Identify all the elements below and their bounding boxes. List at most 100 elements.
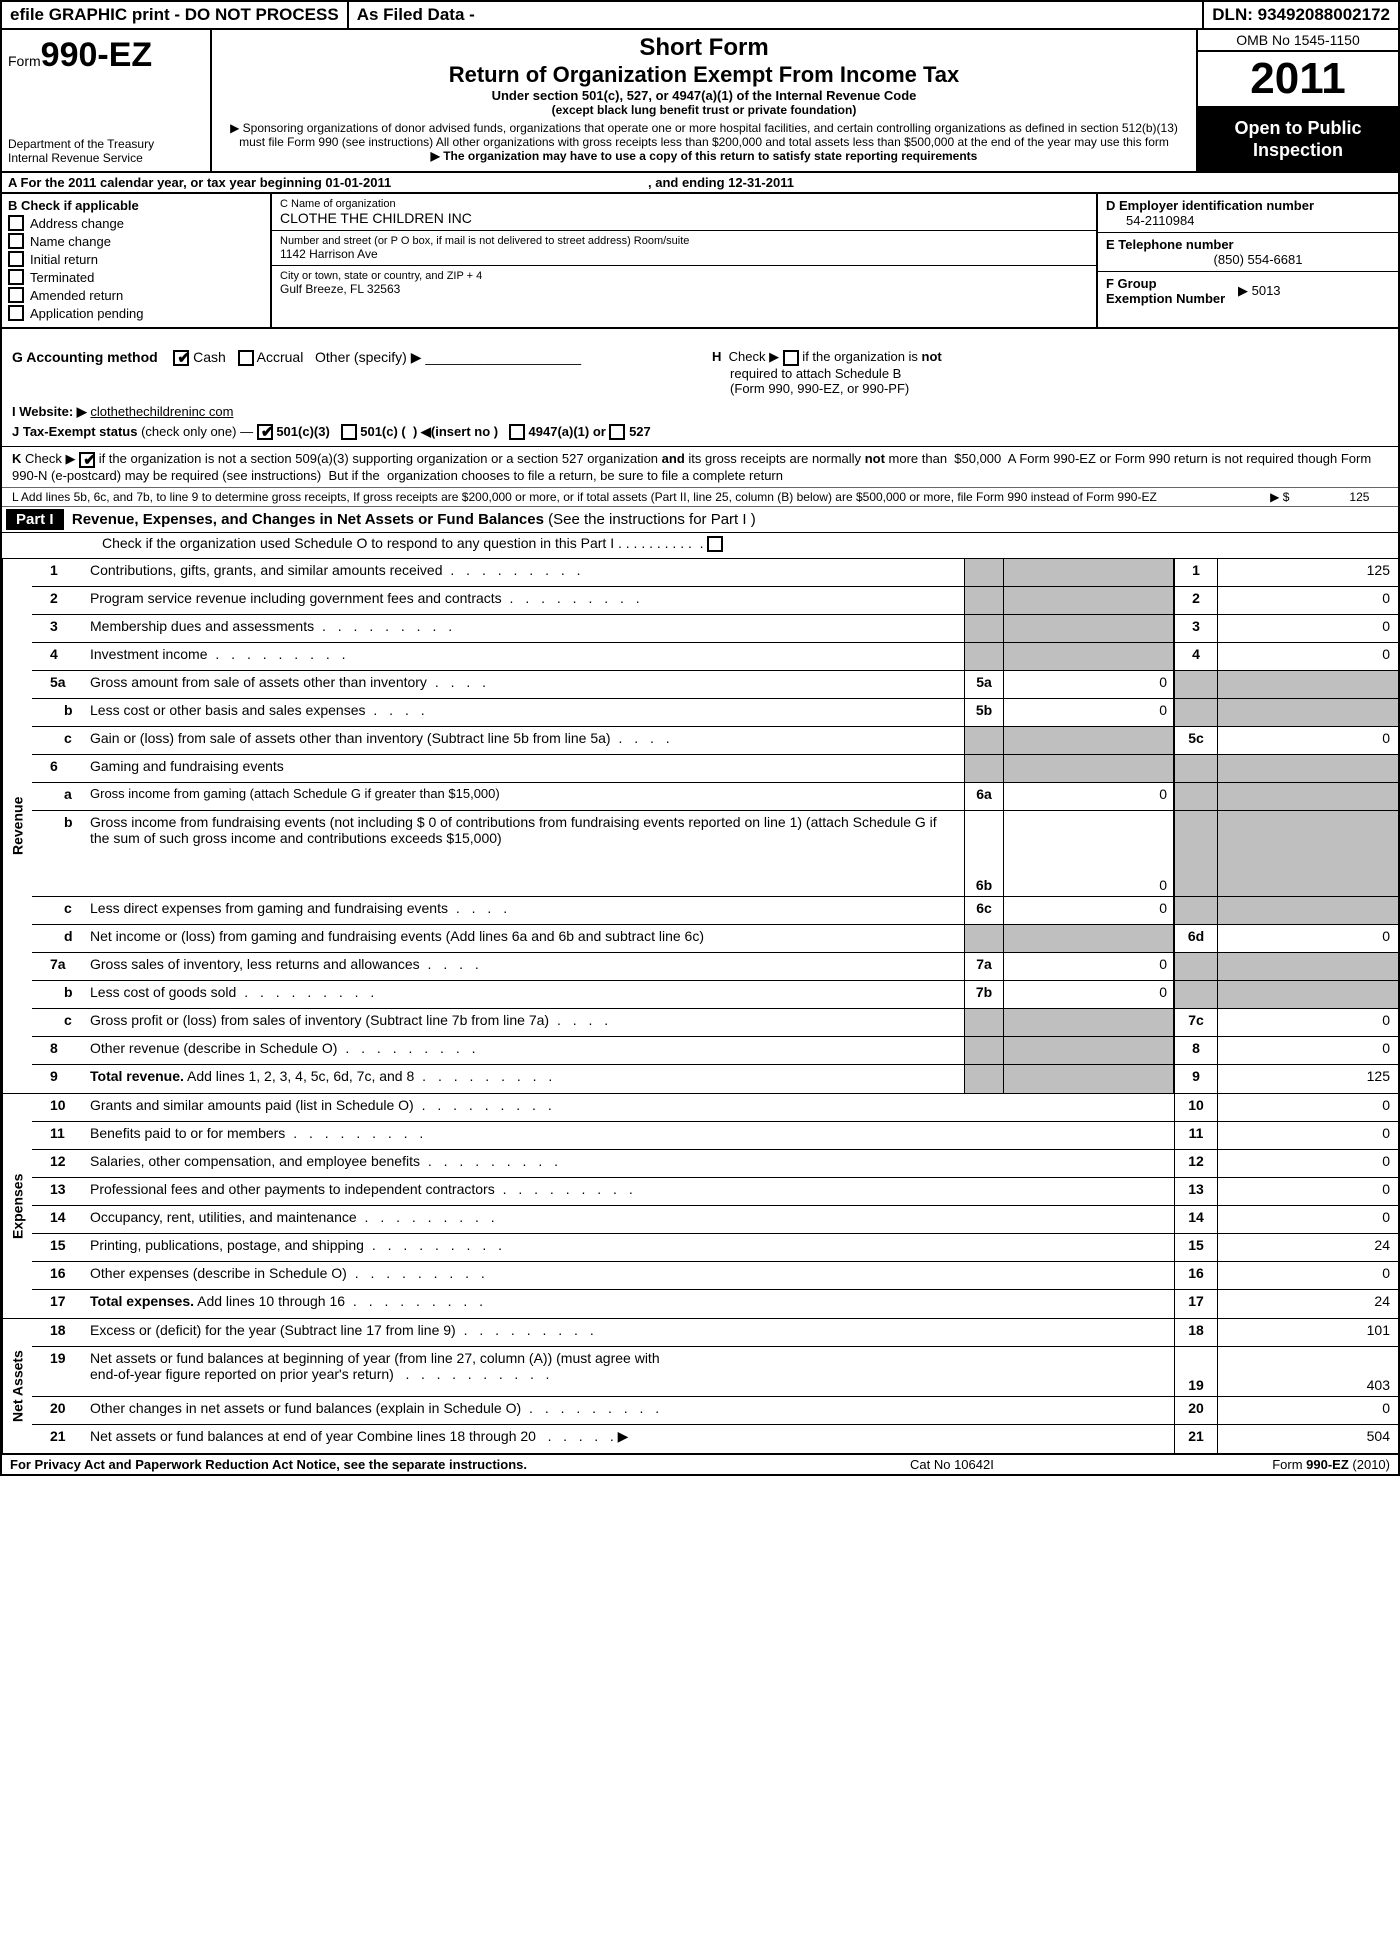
efile-notice: efile GRAPHIC print - DO NOT PROCESS — [2, 2, 349, 28]
checkbox-schedule-o[interactable] — [707, 536, 723, 552]
header-left: Form990-EZ Department of the Treasury In… — [2, 30, 212, 171]
line-6c-inval: 0 — [1004, 897, 1174, 924]
line-14-val: 0 — [1218, 1206, 1398, 1233]
line-12-outnum: 12 — [1174, 1150, 1218, 1177]
cash-label: Cash — [193, 349, 226, 365]
line-20-outnum: 20 — [1174, 1397, 1218, 1424]
cb-amended[interactable]: Amended return — [8, 287, 264, 303]
checkbox-k[interactable] — [79, 452, 95, 468]
row-a-tax-year: A For the 2011 calendar year, or tax yea… — [2, 173, 1398, 194]
department: Department of the Treasury Internal Reve… — [8, 137, 204, 165]
accrual-label: Accrual — [257, 349, 304, 365]
netassets-body: 18Excess or (deficit) for the year (Subt… — [32, 1319, 1398, 1453]
city-block: City or town, state or country, and ZIP … — [272, 266, 1096, 300]
line-15-desc: Printing, publications, postage, and shi… — [86, 1234, 1174, 1261]
line-9-desc: Total revenue. Add lines 1, 2, 3, 4, 5c,… — [86, 1065, 964, 1093]
cb-address-change[interactable]: Address change — [8, 215, 264, 231]
expenses-side-label: Expenses — [2, 1094, 32, 1318]
checkbox-icon — [8, 269, 24, 285]
line-3-num: 3 — [32, 615, 86, 642]
line-20-num: 20 — [32, 1397, 86, 1424]
city-label: City or town, state or country, and ZIP … — [280, 270, 1088, 282]
line-6b-innum: 6b — [964, 811, 1004, 896]
other-label: Other (specify) ▶ — [315, 349, 421, 365]
line-7c-num: c — [32, 1009, 86, 1036]
org-name: CLOTHE THE CHILDREN INC — [280, 210, 1088, 226]
street-block: Number and street (or P O box, if mail i… — [272, 231, 1096, 266]
row-i-website: I Website: ▶ clothethechildreninc com — [2, 402, 1398, 422]
checkbox-icon — [8, 305, 24, 321]
section-ghij: G Accounting method Cash Accrual Other (… — [2, 329, 1398, 402]
line-2-outnum: 2 — [1174, 587, 1218, 614]
line-15-num: 15 — [32, 1234, 86, 1261]
column-d-e-f: D Employer identification number 54-2110… — [1098, 194, 1398, 327]
l-text: L Add lines 5b, 6c, and 7b, to line 9 to… — [12, 490, 1157, 504]
line-4-val: 0 — [1218, 643, 1398, 670]
line-13-num: 13 — [32, 1178, 86, 1205]
tel-value: (850) 554-6681 — [1106, 252, 1390, 267]
dln-value: 93492088002172 — [1258, 5, 1390, 24]
line-6d-val: 0 — [1218, 925, 1398, 952]
part-i-header: Part I Revenue, Expenses, and Changes in… — [2, 507, 1398, 533]
line-5b-innum: 5b — [964, 699, 1004, 726]
line-6a-desc: Gross income from gaming (attach Schedul… — [86, 783, 964, 810]
expenses-table: Expenses 10Grants and similar amounts pa… — [2, 1094, 1398, 1319]
cb-name-change[interactable]: Name change — [8, 233, 264, 249]
checkbox-4947[interactable] — [509, 424, 525, 440]
dept-irs: Internal Revenue Service — [8, 151, 204, 165]
cat-no: Cat No 10642I — [910, 1457, 1170, 1472]
line-16-num: 16 — [32, 1262, 86, 1289]
line-6d-desc: Net income or (loss) from gaming and fun… — [86, 925, 964, 952]
line-17-desc: Total expenses. Add lines 10 through 16 — [86, 1290, 1174, 1318]
form-number: Form990-EZ — [8, 36, 204, 75]
under-section: Under section 501(c), 527, or 4947(a)(1)… — [222, 88, 1186, 103]
checkbox-h[interactable] — [783, 350, 799, 366]
line-11-outnum: 11 — [1174, 1122, 1218, 1149]
checkbox-501c[interactable] — [341, 424, 357, 440]
checkbox-icon — [8, 287, 24, 303]
line-11-val: 0 — [1218, 1122, 1398, 1149]
form-prefix: Form — [8, 53, 41, 69]
line-21-desc: Net assets or fund balances at end of ye… — [86, 1425, 1174, 1453]
row-h: H Check ▶ if the organization is not req… — [712, 349, 942, 396]
line-12-num: 12 — [32, 1150, 86, 1177]
line-16-outnum: 16 — [1174, 1262, 1218, 1289]
row-l: L Add lines 5b, 6c, and 7b, to line 9 to… — [2, 488, 1398, 507]
line-5b-num: b — [32, 699, 86, 726]
row-bcdef: B Check if applicable Address change Nam… — [2, 194, 1398, 329]
line-4-outnum: 4 — [1174, 643, 1218, 670]
cb-application-pending[interactable]: Application pending — [8, 305, 264, 321]
line-6b-num: b — [32, 811, 86, 896]
checkbox-501c3[interactable] — [257, 424, 273, 440]
line-16-val: 0 — [1218, 1262, 1398, 1289]
state-reporting-note: ▶ The organization may have to use a cop… — [222, 149, 1186, 163]
line-7c-desc: Gross profit or (loss) from sales of inv… — [86, 1009, 964, 1036]
line-19-outnum: 19 — [1174, 1347, 1218, 1396]
line-8-desc: Other revenue (describe in Schedule O) — [86, 1037, 964, 1064]
line-1-outnum: 1 — [1174, 559, 1218, 586]
line-10-outnum: 10 — [1174, 1094, 1218, 1121]
line-21-val: 504 — [1218, 1425, 1398, 1453]
line-15-outnum: 15 — [1174, 1234, 1218, 1261]
row-j-tax-exempt: J Tax-Exempt status (check only one) — 5… — [2, 422, 1398, 448]
line-3-outnum: 3 — [1174, 615, 1218, 642]
topbar: efile GRAPHIC print - DO NOT PROCESS As … — [2, 2, 1398, 30]
line-5b-desc: Less cost or other basis and sales expen… — [86, 699, 964, 726]
line-5b-inval: 0 — [1004, 699, 1174, 726]
group-exemption-value: ▶ 5013 — [1238, 283, 1281, 299]
website-url[interactable]: clothethechildreninc com — [90, 404, 233, 419]
line-6-num: 6 — [32, 755, 86, 782]
checkbox-527[interactable] — [609, 424, 625, 440]
line-14-desc: Occupancy, rent, utilities, and maintena… — [86, 1206, 1174, 1233]
checkbox-accrual[interactable] — [238, 350, 254, 366]
sponsoring-note: ▶ Sponsoring organizations of donor advi… — [222, 121, 1186, 149]
cb-initial-return[interactable]: Initial return — [8, 251, 264, 267]
part-i-badge: Part I — [6, 509, 64, 530]
line-21-num: 21 — [32, 1425, 86, 1453]
line-19-val: 403 — [1218, 1347, 1398, 1396]
line-4-desc: Investment income — [86, 643, 964, 670]
cb-terminated[interactable]: Terminated — [8, 269, 264, 285]
line-1-desc: Contributions, gifts, grants, and simila… — [86, 559, 964, 586]
line-7c-outnum: 7c — [1174, 1009, 1218, 1036]
checkbox-cash[interactable] — [173, 350, 189, 366]
